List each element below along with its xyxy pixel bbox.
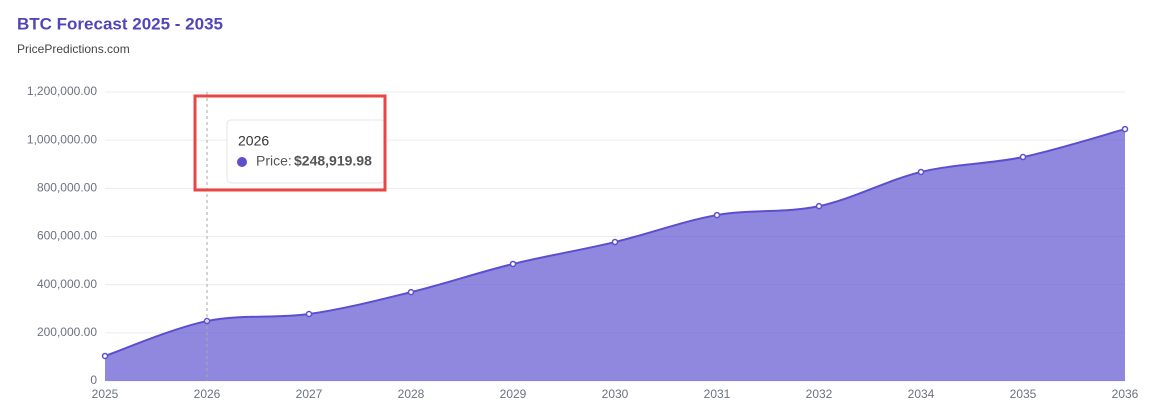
plot <box>101 125 1129 381</box>
x-tick-label: 2026 <box>194 387 221 401</box>
x-tick-label: 2030 <box>602 387 629 401</box>
data-point <box>1019 153 1027 161</box>
data-point <box>611 238 619 246</box>
tooltip-box <box>226 119 386 184</box>
chart-subtitle: PricePredictions.com <box>17 42 130 56</box>
data-point <box>407 288 415 296</box>
y-tick-label: 400,000.00 <box>37 277 97 291</box>
y-tick-label: 200,000.00 <box>37 325 97 339</box>
x-tick-label: 2031 <box>704 387 731 401</box>
data-point <box>917 168 925 176</box>
tooltip-marker <box>237 157 247 167</box>
data-point <box>509 260 517 268</box>
data-point <box>713 211 721 219</box>
area-fill <box>105 129 1125 381</box>
x-tick-label: 2029 <box>500 387 527 401</box>
y-tick-label: 1,000,000.00 <box>27 132 97 146</box>
tooltip-value: $248,919.98 <box>294 153 372 169</box>
tooltip-label: Price: <box>256 153 292 169</box>
y-tick-label: 800,000.00 <box>37 181 97 195</box>
data-point <box>305 310 313 318</box>
x-tick-label: 2025 <box>92 387 119 401</box>
chart-title: BTC Forecast 2025 - 2035 <box>17 14 223 33</box>
x-tick-label: 2036 <box>1112 387 1139 401</box>
tooltip: 2026 Price: $248,919.98 <box>226 119 386 184</box>
y-tick-label: 600,000.00 <box>37 229 97 243</box>
data-point <box>101 352 109 360</box>
y-tick-label: 0 <box>90 373 97 387</box>
data-point <box>815 202 823 210</box>
highlight-box <box>193 94 387 192</box>
data-point <box>1121 125 1129 133</box>
x-tick-label: 2028 <box>398 387 425 401</box>
x-tick-label: 2034 <box>908 387 935 401</box>
tooltip-title: 2026 <box>238 133 269 149</box>
x-tick-label: 2027 <box>296 387 323 401</box>
x-tick-label: 2035 <box>1010 387 1037 401</box>
y-tick-label: 1,200,000.00 <box>27 84 97 98</box>
x-tick-label: 2032 <box>806 387 833 401</box>
